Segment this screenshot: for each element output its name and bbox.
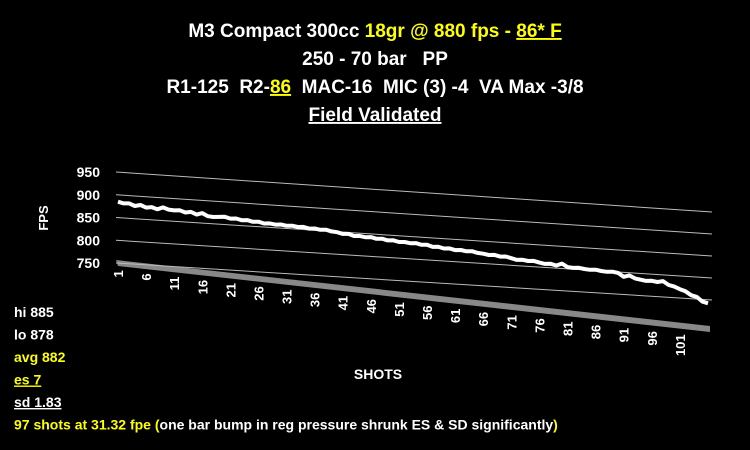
x-tick-label: 1	[111, 270, 126, 277]
title-line-part: Field Validated	[308, 105, 441, 126]
title-line-part: 86	[270, 77, 291, 98]
annotation-part: es 7	[14, 372, 41, 388]
y-tick-label: 900	[77, 187, 101, 203]
grid-line	[115, 217, 713, 257]
y-axis-label: FPS	[36, 205, 51, 231]
annotation-part: 97 shots at 31.32 fpe (	[14, 417, 160, 433]
data-line	[117, 199, 709, 306]
title-line-part: 250 - 70 bar PP	[302, 49, 448, 70]
title-line-part: R1-125 R2-	[166, 77, 270, 98]
x-tick-label: 21	[223, 283, 238, 297]
title-line-part: MAC-16 MIC (3) -4 VA Max -3/8	[291, 77, 583, 98]
title-line: M3 Compact 300cc 18gr @ 880 fps - 86* F	[188, 21, 561, 42]
x-tick-label: 81	[561, 322, 576, 336]
annotation: avg 882	[14, 349, 66, 365]
title-line-part: M3 Compact 300cc	[188, 21, 364, 42]
x-tick-label: 11	[167, 277, 182, 291]
y-tick-label: 800	[77, 232, 101, 248]
annotation-part: lo 878	[14, 327, 54, 343]
x-tick-label: 16	[195, 280, 210, 294]
x-tick-label: 76	[532, 318, 547, 332]
x-tick-label: 36	[308, 293, 323, 307]
x-tick-label: 31	[280, 289, 295, 303]
y-tick-label: 850	[77, 210, 101, 226]
title-line: 250 - 70 bar PP	[302, 49, 448, 70]
x-tick-label: 101	[673, 334, 688, 356]
annotation-part: sd 1.83	[14, 394, 62, 410]
annotation: 97 shots at 31.32 fpe (one bar bump in r…	[14, 417, 558, 433]
x-tick-label: 56	[420, 305, 435, 319]
x-tick-label: 86	[589, 325, 604, 339]
x-tick-label: 66	[476, 312, 491, 326]
y-tick-label: 950	[77, 164, 101, 180]
annotation: lo 878	[14, 327, 54, 343]
title-line: R1-125 R2-86 MAC-16 MIC (3) -4 VA Max -3…	[166, 77, 583, 98]
x-tick-label: 51	[392, 302, 407, 316]
title-line-part: 18gr @ 880 fps -	[365, 21, 517, 42]
annotation-part: one bar bump in reg pressure shrunk ES &…	[160, 417, 554, 433]
y-tick-label: 750	[77, 255, 101, 271]
grid-line	[115, 194, 713, 235]
x-tick-label: 71	[504, 315, 519, 329]
floor	[116, 260, 710, 332]
x-axis-label: SHOTS	[354, 366, 402, 382]
x-tick-label: 91	[617, 328, 632, 342]
annotation-part: avg 882	[14, 349, 66, 365]
x-tick-label: 6	[139, 273, 154, 280]
x-tick-label: 26	[251, 286, 266, 300]
x-tick-label: 96	[645, 331, 660, 345]
annotation-part: )	[553, 417, 558, 433]
grid-line	[115, 171, 713, 213]
title-line: Field Validated	[308, 105, 441, 126]
annotation: es 7	[14, 372, 41, 388]
annotation: sd 1.83	[14, 394, 62, 410]
title-line-part: 86* F	[516, 21, 561, 42]
x-tick-label: 61	[448, 309, 463, 323]
x-tick-label: 46	[364, 299, 379, 313]
grid-line	[115, 262, 713, 301]
annotation: hi 885	[14, 304, 54, 320]
x-tick-label: 41	[336, 296, 351, 310]
annotation-part: hi 885	[14, 304, 54, 320]
